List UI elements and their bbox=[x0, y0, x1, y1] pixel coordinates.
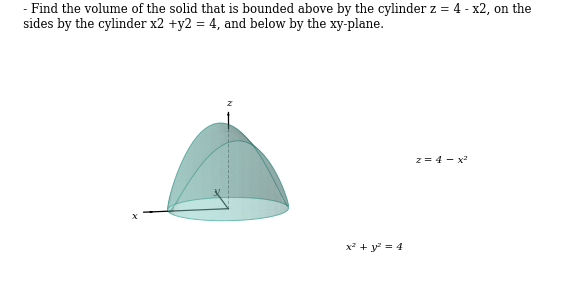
Text: x² + y² = 4: x² + y² = 4 bbox=[346, 243, 403, 252]
Text: z = 4 − x²: z = 4 − x² bbox=[415, 156, 467, 165]
Text: - Find the volume of the solid that is bounded above by the cylinder z = 4 - x2,: - Find the volume of the solid that is b… bbox=[12, 3, 531, 31]
